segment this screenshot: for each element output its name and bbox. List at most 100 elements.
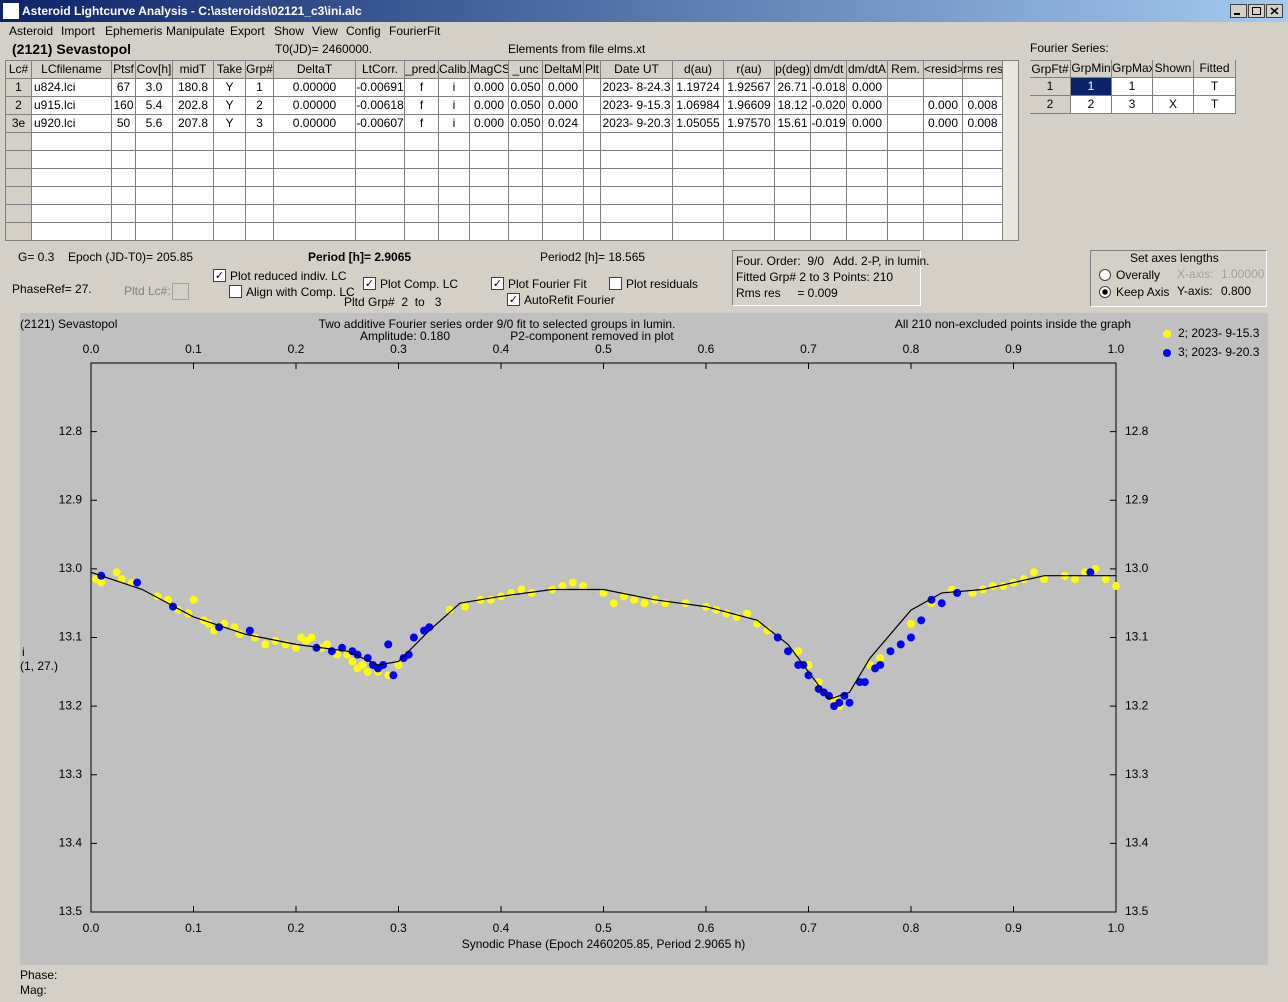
table-cell: [924, 223, 963, 241]
table-cell: [405, 223, 439, 241]
row-header[interactable]: [6, 223, 32, 241]
table-cell: [509, 187, 543, 205]
window-buttons[interactable]: [1230, 4, 1284, 18]
menu-item[interactable]: Import: [61, 24, 96, 38]
fourier-cell[interactable]: 1: [1071, 78, 1112, 96]
table-cell: [888, 223, 924, 241]
table-cell: [509, 205, 543, 223]
fourier-header: GrpFt#: [1030, 60, 1071, 78]
table-header: Date UT: [601, 61, 673, 79]
legend-marker: [1163, 330, 1171, 338]
table-cell: [584, 79, 601, 97]
checkbox[interactable]: [609, 277, 622, 290]
table-scrollbar[interactable]: [1002, 60, 1019, 241]
fourier-cell[interactable]: 1: [1112, 78, 1153, 96]
radio[interactable]: [1099, 269, 1111, 281]
table-cell: [112, 133, 136, 151]
data-point: [953, 588, 962, 597]
table-cell: [274, 223, 356, 241]
menu-item[interactable]: FourierFit: [389, 24, 441, 38]
data-point: [261, 640, 270, 649]
fourier-cell[interactable]: X: [1153, 96, 1194, 114]
table-cell: [136, 223, 173, 241]
data-point: [409, 633, 418, 642]
y-axis-value: 0.800: [1221, 284, 1252, 298]
table-cell: [811, 169, 847, 187]
row-header[interactable]: [6, 169, 32, 187]
row-header[interactable]: 1: [6, 79, 32, 97]
checkbox[interactable]: ✓: [491, 277, 504, 290]
table-cell: 0.000: [543, 79, 584, 97]
table-cell: f: [405, 97, 439, 115]
table-cell: [924, 79, 963, 97]
checkbox[interactable]: ✓: [363, 277, 376, 290]
table-cell: [246, 187, 274, 205]
table-cell: 0.000: [470, 97, 509, 115]
checkbox[interactable]: ✓: [507, 293, 520, 306]
table-cell: [509, 169, 543, 187]
table-cell: 160: [112, 97, 136, 115]
row-header[interactable]: 2: [6, 97, 32, 115]
table-cell: [32, 133, 112, 151]
x-tick-label-top: 0.7: [800, 342, 817, 356]
menu-item[interactable]: Export: [230, 24, 265, 38]
row-header[interactable]: 3e: [6, 115, 32, 133]
table-cell: 0.000: [847, 115, 888, 133]
radio[interactable]: [1099, 286, 1111, 298]
table-cell: [673, 205, 724, 223]
table-cell: [405, 133, 439, 151]
x-tick-label-top: 1.0: [1108, 342, 1125, 356]
fourier-cell[interactable]: 2: [1071, 96, 1112, 114]
row-header[interactable]: [6, 151, 32, 169]
fourier-header: Shown: [1153, 60, 1194, 78]
table-cell: [847, 223, 888, 241]
table-cell: 0.000: [847, 79, 888, 97]
table-cell: [601, 187, 673, 205]
checkbox[interactable]: [229, 285, 242, 298]
table-cell: [274, 133, 356, 151]
data-point: [609, 599, 618, 608]
fourier-cell[interactable]: T: [1194, 78, 1236, 96]
table-cell: [584, 151, 601, 169]
menu-item[interactable]: Show: [274, 24, 305, 38]
table-cell: [274, 187, 356, 205]
table-cell: [888, 187, 924, 205]
x-tick-label-top: 0.4: [493, 342, 510, 356]
y-tick-label: 13.1: [59, 630, 83, 644]
row-header[interactable]: [6, 187, 32, 205]
menu-item[interactable]: Asteroid: [9, 24, 54, 38]
pltd-lc-label: Pltd Lc#:: [124, 284, 171, 298]
table-cell: 202.8: [173, 97, 214, 115]
checkbox[interactable]: ✓: [213, 269, 226, 282]
row-header[interactable]: [6, 205, 32, 223]
row-header[interactable]: [6, 133, 32, 151]
table-cell: 1.92567: [724, 79, 775, 97]
table-cell: [673, 151, 724, 169]
table-header: rms res: [963, 61, 1003, 79]
table-cell: [847, 151, 888, 169]
y-tick-label: 13.2: [59, 698, 83, 712]
table-cell: 0.024: [543, 115, 584, 133]
table-cell: [470, 223, 509, 241]
menu-item[interactable]: Config: [346, 24, 381, 38]
menu-item[interactable]: Manipulate: [166, 24, 225, 38]
menu-item[interactable]: Ephemeris: [105, 24, 163, 38]
data-point: [804, 671, 813, 680]
table-cell: [173, 169, 214, 187]
spinner[interactable]: [172, 283, 189, 300]
table-cell: [173, 223, 214, 241]
data-point: [112, 568, 121, 577]
fourier-cell[interactable]: T: [1194, 96, 1236, 114]
data-point: [825, 691, 833, 700]
fourier-cell[interactable]: [1153, 78, 1194, 96]
table-cell: [888, 169, 924, 187]
menu-item[interactable]: View: [312, 24, 338, 38]
table-cell: 3.0: [136, 79, 173, 97]
fourier-cell[interactable]: 3: [1112, 96, 1153, 114]
fourier-row-header[interactable]: 2: [1030, 96, 1071, 114]
table-cell: [888, 115, 924, 133]
x-axis-label: X-axis:: [1177, 267, 1214, 281]
table-cell: [724, 169, 775, 187]
fourier-header: Fitted: [1194, 60, 1236, 78]
fourier-row-header[interactable]: 1: [1030, 78, 1071, 96]
